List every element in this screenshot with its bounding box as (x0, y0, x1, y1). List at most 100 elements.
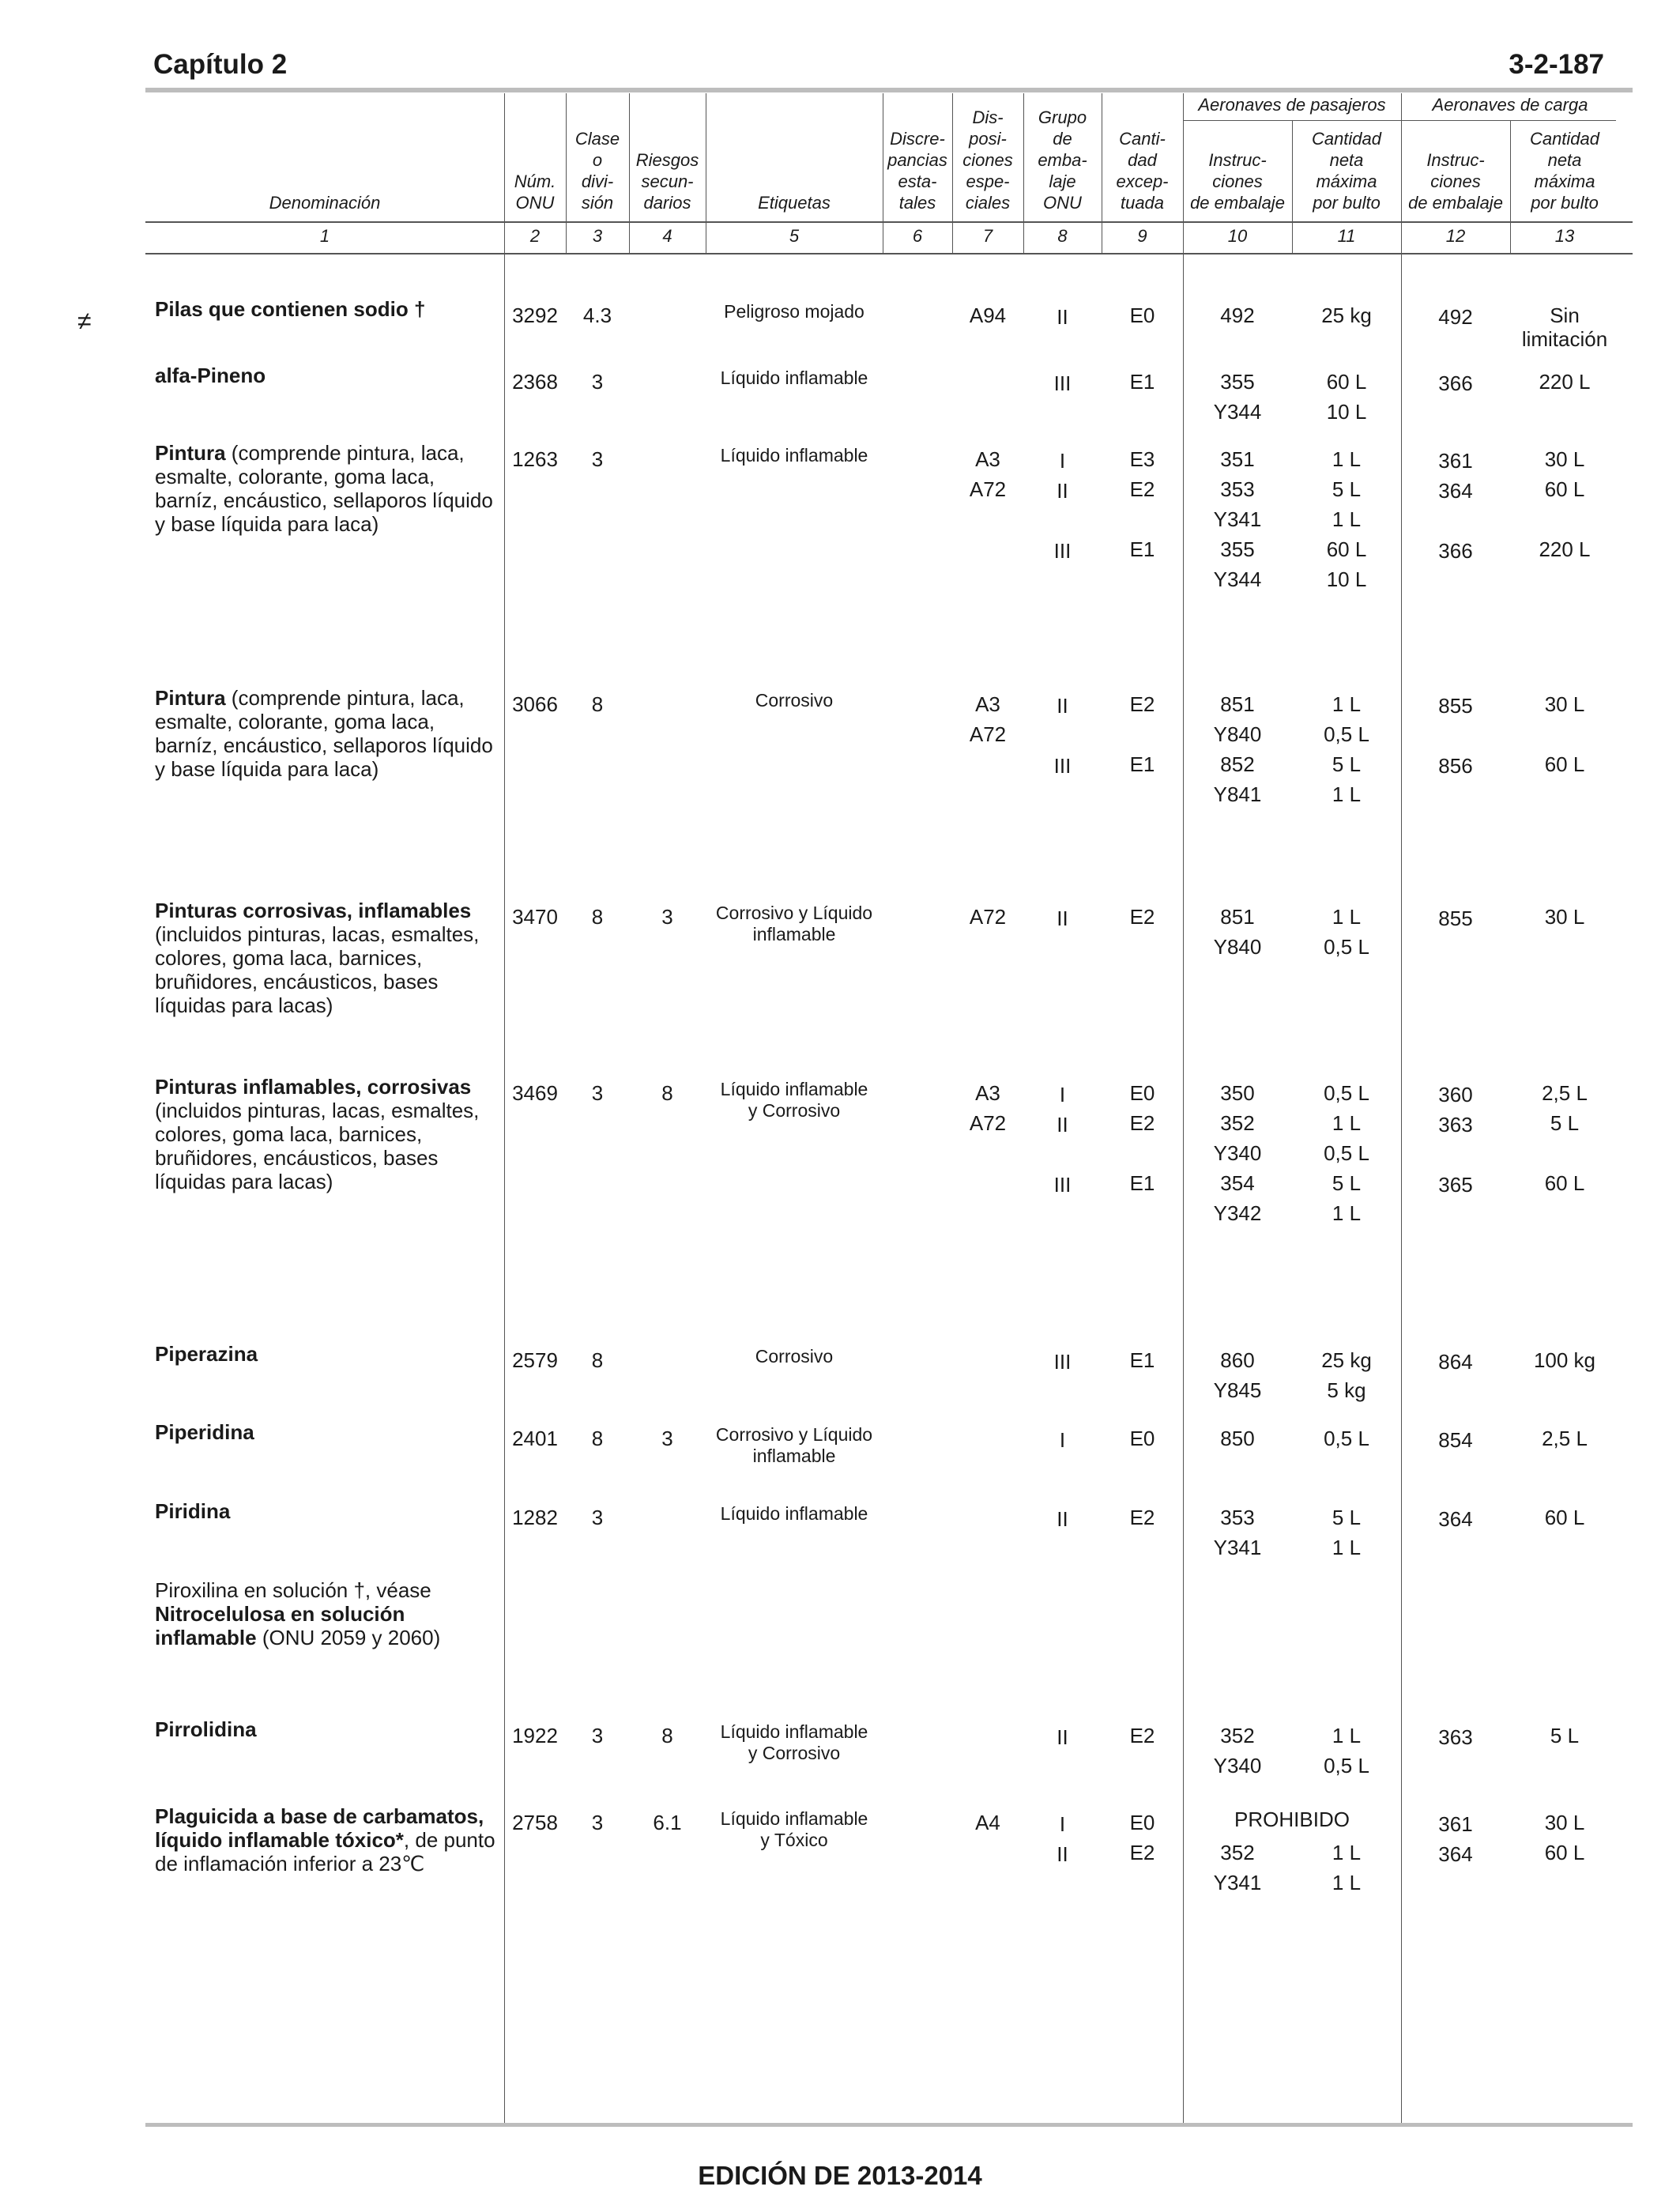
excepted-quantity: E2 (1129, 1111, 1155, 1135)
bottom-rule (145, 2123, 1633, 2127)
label: Peligroso mojado (724, 301, 864, 322)
excepted-quantity: E1 (1129, 537, 1155, 561)
packing-group: II (1057, 1507, 1068, 1531)
special-provision: A72 (969, 722, 1007, 746)
excepted-quantity: E3 (1129, 447, 1155, 471)
packing-group: III (1053, 371, 1072, 395)
entry-name-bold: Plaguicida a base de carbamatos, líquido… (155, 1804, 484, 1852)
passenger-packing-instruction: 353 (1220, 477, 1255, 501)
entry-name: Pintura (comprende pintura, laca, esmalt… (155, 441, 503, 536)
secondary-risk: 8 (661, 1724, 673, 1747)
passenger-max-quantity: 1 L (1332, 692, 1362, 716)
column-number: 8 (1057, 226, 1068, 246)
class-division: 3 (591, 1506, 604, 1529)
passenger-max-quantity: 5 L (1332, 1171, 1362, 1195)
excepted-quantity: E0 (1129, 1427, 1155, 1450)
cargo-max-quantity: 30 L (1544, 692, 1585, 716)
cargo-packing-instruction: 492 (1438, 305, 1473, 329)
passenger-packing-instruction: 851 (1220, 692, 1255, 716)
entry-name-detail: , de punto de inflamación inferior a 23℃ (155, 1828, 495, 1875)
passenger-packing-instruction: 355 (1220, 537, 1255, 561)
class-division: 3 (591, 1811, 604, 1834)
header-instrucciones-pasajeros: Instruc- ciones de embalaje (1190, 150, 1285, 213)
column-number-rule (145, 253, 1633, 254)
change-mark: ≠ (77, 307, 92, 335)
secondary-risk: 3 (661, 905, 673, 929)
onu-number: 2758 (512, 1811, 558, 1834)
excepted-quantity: E0 (1129, 1081, 1155, 1105)
header-cantidad-carga: Cantidad neta máxima por bulto (1529, 129, 1600, 213)
entry-name-bold: Pinturas corrosivas, inflamables (155, 899, 472, 922)
column-number: 5 (789, 226, 800, 246)
excepted-quantity: E2 (1129, 1841, 1155, 1864)
cargo-max-quantity: 220 L (1539, 537, 1591, 561)
cargo-packing-instruction: 363 (1438, 1113, 1473, 1137)
passenger-packing-instruction: Y841 (1213, 782, 1262, 806)
header-etiquetas: Etiquetas (758, 193, 831, 213)
class-division: 8 (591, 905, 604, 929)
cargo-packing-instruction: 855 (1438, 694, 1473, 718)
cargo-max-quantity: 2,5 L (1542, 1427, 1588, 1450)
passenger-max-quantity: 1 L (1332, 1871, 1362, 1894)
passenger-max-quantity: 0,5 L (1324, 1427, 1369, 1450)
cargo-packing-instruction: 864 (1438, 1350, 1473, 1374)
entry-name: Piperazina (155, 1342, 503, 1366)
cargo-packing-instruction: 366 (1438, 371, 1473, 395)
entry-name: Pinturas corrosivas, inflamables (inclui… (155, 899, 503, 1017)
column-number: 3 (592, 226, 603, 246)
col-divider (952, 93, 953, 254)
col-divider (1023, 93, 1024, 254)
prohibited-notice: PROHIBIDO (1234, 1808, 1350, 1831)
class-division: 3 (591, 1081, 604, 1105)
cargo-max-quantity: Sin limitación (1521, 303, 1608, 351)
passenger-packing-instruction: Y341 (1213, 1536, 1262, 1559)
passenger-max-quantity: 1 L (1332, 1724, 1362, 1747)
cargo-packing-instruction: 360 (1438, 1083, 1473, 1106)
onu-number: 2579 (512, 1348, 558, 1372)
excepted-quantity: E0 (1129, 1811, 1155, 1834)
header-discrepancias: Discre- pancias esta- tales (887, 129, 947, 213)
passenger-max-quantity: 5 L (1332, 752, 1362, 776)
col-divider (1510, 120, 1511, 254)
cargo-packing-instruction: 364 (1438, 1842, 1473, 1866)
entry-name: Piroxilina en solución †, véase Nitrocel… (155, 1578, 503, 1649)
passenger-max-quantity: 60 L (1326, 537, 1367, 561)
excepted-quantity: E1 (1129, 1348, 1155, 1372)
passenger-packing-instruction: 851 (1220, 905, 1255, 929)
cargo-max-quantity: 30 L (1544, 447, 1585, 471)
cargo-packing-instruction: 855 (1438, 907, 1473, 930)
cargo-max-quantity: 60 L (1544, 477, 1585, 501)
entry-name: Pirrolidina (155, 1717, 503, 1741)
packing-group: II (1057, 305, 1068, 329)
entry-name-bold: Pintura (155, 686, 226, 710)
passenger-packing-instruction: 852 (1220, 752, 1255, 776)
secondary-risk: 8 (661, 1081, 673, 1105)
passenger-max-quantity: 1 L (1332, 1201, 1362, 1225)
entry-name-bold: Pilas que contienen sodio † (155, 297, 426, 321)
passenger-max-quantity: 0,5 L (1324, 935, 1369, 959)
passenger-max-quantity: 1 L (1332, 782, 1362, 806)
excepted-quantity: E2 (1129, 692, 1155, 716)
passenger-packing-instruction: Y344 (1213, 400, 1262, 424)
entry-name-bold: Piperidina (155, 1420, 254, 1444)
passenger-max-quantity: 1 L (1332, 507, 1362, 531)
passenger-max-quantity: 5 kg (1327, 1378, 1366, 1402)
passenger-max-quantity: 1 L (1332, 447, 1362, 471)
excepted-quantity: E0 (1129, 303, 1155, 327)
entry-name-detail: (comprende pintura, laca, esmalte, color… (155, 441, 493, 536)
label: Líquido inflamable y Corrosivo (720, 1079, 868, 1121)
packing-group: II (1057, 1725, 1068, 1749)
entry-name-bold: alfa-Pineno (155, 364, 266, 387)
label: Líquido inflamable (720, 368, 868, 388)
cargo-max-quantity: 5 L (1550, 1724, 1580, 1747)
entry-name-bold: Piridina (155, 1499, 231, 1523)
special-provision: A94 (969, 303, 1007, 327)
entry-name: alfa-Pineno (155, 364, 503, 387)
passenger-packing-instruction: Y840 (1213, 935, 1262, 959)
header-cantidad-exceptuada: Canti- dad excep- tuada (1116, 129, 1169, 213)
col-divider (566, 93, 567, 254)
passenger-packing-instruction: Y341 (1213, 507, 1262, 531)
carga-group-header: Aeronaves de carga (1432, 95, 1588, 115)
passenger-packing-instruction: 354 (1220, 1171, 1255, 1195)
header-rule (145, 221, 1633, 223)
